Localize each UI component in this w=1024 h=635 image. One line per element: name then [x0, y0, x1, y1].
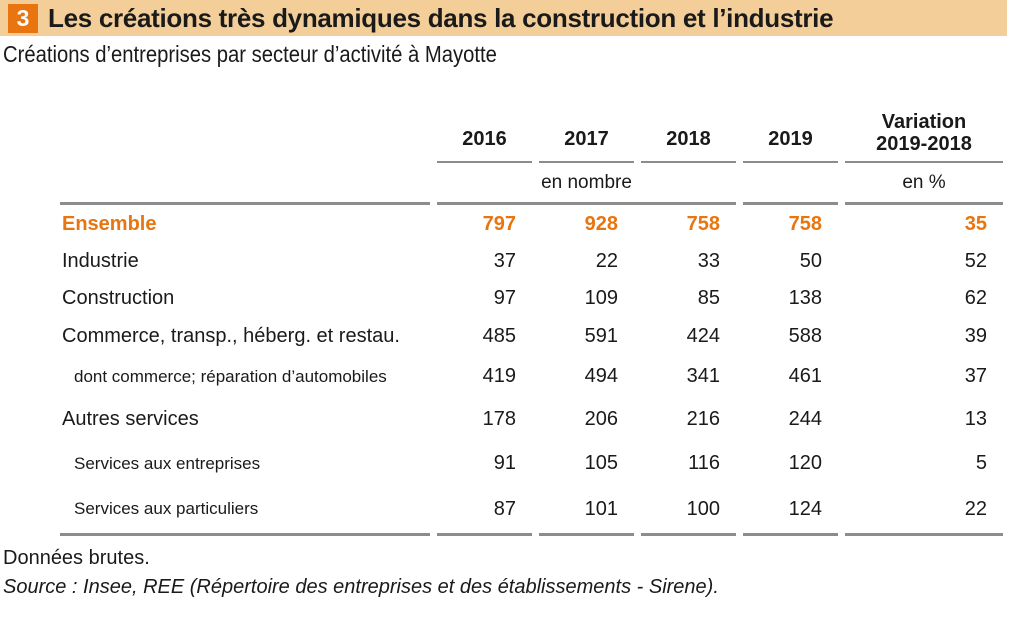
cell-value: 62 — [964, 287, 987, 309]
cell-value: 928 — [584, 212, 618, 235]
variation-label-line2: 2019-2018 — [876, 133, 972, 155]
row-label: Ensemble — [62, 212, 157, 235]
cell-value: 87 — [437, 485, 532, 536]
cell-value: 116 — [688, 452, 720, 474]
col-header-2018: 2018 — [641, 93, 736, 163]
table-header-row: 2016 2017 2018 2019 Variation 2019-2018 — [60, 93, 1003, 163]
cell-value: 758 — [788, 212, 822, 235]
row-label: Construction — [62, 287, 175, 309]
cell-value: 39 — [964, 325, 987, 347]
col-header-variation: Variation 2019-2018 — [845, 93, 1003, 163]
cell-value: 758 — [686, 212, 720, 235]
cell-value: 50 — [799, 250, 822, 272]
cell-value: 797 — [482, 212, 516, 235]
cell-value: 244 — [788, 408, 822, 430]
cell-value: 22 — [845, 485, 1003, 536]
cell-value: 91 — [493, 452, 516, 474]
cell-value: 461 — [788, 365, 822, 387]
unit-label-nombre: en nombre — [437, 163, 736, 205]
row-label: dont commerce; réparation d’automobiles — [74, 366, 387, 386]
cell-value: 101 — [539, 485, 634, 536]
units-corner-cell — [60, 163, 430, 205]
row-label: Autres services — [62, 408, 199, 430]
cell-value: 419 — [482, 365, 516, 387]
table-row-industrie: Industrie 37 22 33 50 52 — [60, 243, 1003, 280]
cell-value: 85 — [697, 287, 720, 309]
cell-value: 494 — [584, 365, 618, 387]
cell-value: 35 — [964, 212, 987, 235]
table-row-dont-commerce: dont commerce; réparation d’automobiles … — [60, 356, 1003, 397]
cell-value: 37 — [493, 250, 516, 272]
figure-subtitle: Créations d’entreprises par secteur d’ac… — [3, 41, 497, 67]
cell-value: 37 — [964, 365, 987, 387]
cell-value: 105 — [584, 452, 618, 474]
cell-value: 120 — [788, 452, 822, 474]
figure-footnotes: Données brutes. Source : Insee, REE (Rép… — [3, 544, 1024, 602]
cell-value: 109 — [584, 287, 618, 309]
figure-number-badge: 3 — [8, 3, 38, 33]
cell-value: 206 — [584, 408, 618, 430]
cell-value: 588 — [788, 325, 822, 347]
cell-value: 485 — [482, 325, 516, 347]
col-header-2017: 2017 — [539, 93, 634, 163]
row-label: Services aux entreprises — [74, 453, 261, 473]
source-line: Source : Insee, REE (Répertoire des entr… — [3, 576, 719, 598]
data-note: Données brutes. — [3, 547, 150, 569]
variation-label-line1: Variation — [881, 111, 967, 133]
cell-value: 341 — [686, 365, 720, 387]
table-row-construction: Construction 97 109 85 138 62 — [60, 280, 1003, 317]
table-row-services-particuliers: Services aux particuliers 87 101 100 124… — [60, 485, 1003, 536]
cell-value: 124 — [743, 485, 838, 536]
units-row: en nombre en % — [60, 163, 1003, 205]
cell-value: 33 — [697, 250, 720, 272]
cell-value: 216 — [686, 408, 720, 430]
table-row-services-entreprises: Services aux entreprises 91 105 116 120 … — [60, 442, 1003, 485]
table-row-autres-services: Autres services 178 206 216 244 13 — [60, 397, 1003, 442]
unit-label-percent: en % — [845, 163, 1003, 205]
cell-value: 138 — [788, 287, 822, 309]
cell-value: 52 — [964, 250, 987, 272]
cell-value: 100 — [641, 485, 736, 536]
cell-value: 178 — [482, 408, 516, 430]
unit-spacer-cell — [743, 163, 838, 205]
creations-table: 2016 2017 2018 2019 Variation 2019-2018 … — [53, 93, 1010, 536]
row-label: Commerce, transp., héberg. et restau. — [62, 325, 400, 347]
figure-header: 3 Les créations très dynamiques dans la … — [0, 0, 1007, 36]
figure-title: Les créations très dynamiques dans la co… — [48, 2, 834, 33]
cell-value: 97 — [493, 287, 516, 309]
corner-cell — [60, 93, 430, 163]
cell-value: 591 — [584, 325, 618, 347]
col-header-2019: 2019 — [743, 93, 838, 163]
cell-value: 13 — [964, 408, 987, 430]
cell-value: 22 — [595, 250, 618, 272]
col-header-2016: 2016 — [437, 93, 532, 163]
row-label: Industrie — [62, 250, 139, 272]
table-row-ensemble: Ensemble 797 928 758 758 35 — [60, 205, 1003, 243]
cell-value: 5 — [975, 452, 987, 474]
table-row-commerce: Commerce, transp., héberg. et restau. 48… — [60, 317, 1003, 356]
cell-value: 424 — [686, 325, 720, 347]
row-label: Services aux particuliers — [60, 485, 430, 536]
